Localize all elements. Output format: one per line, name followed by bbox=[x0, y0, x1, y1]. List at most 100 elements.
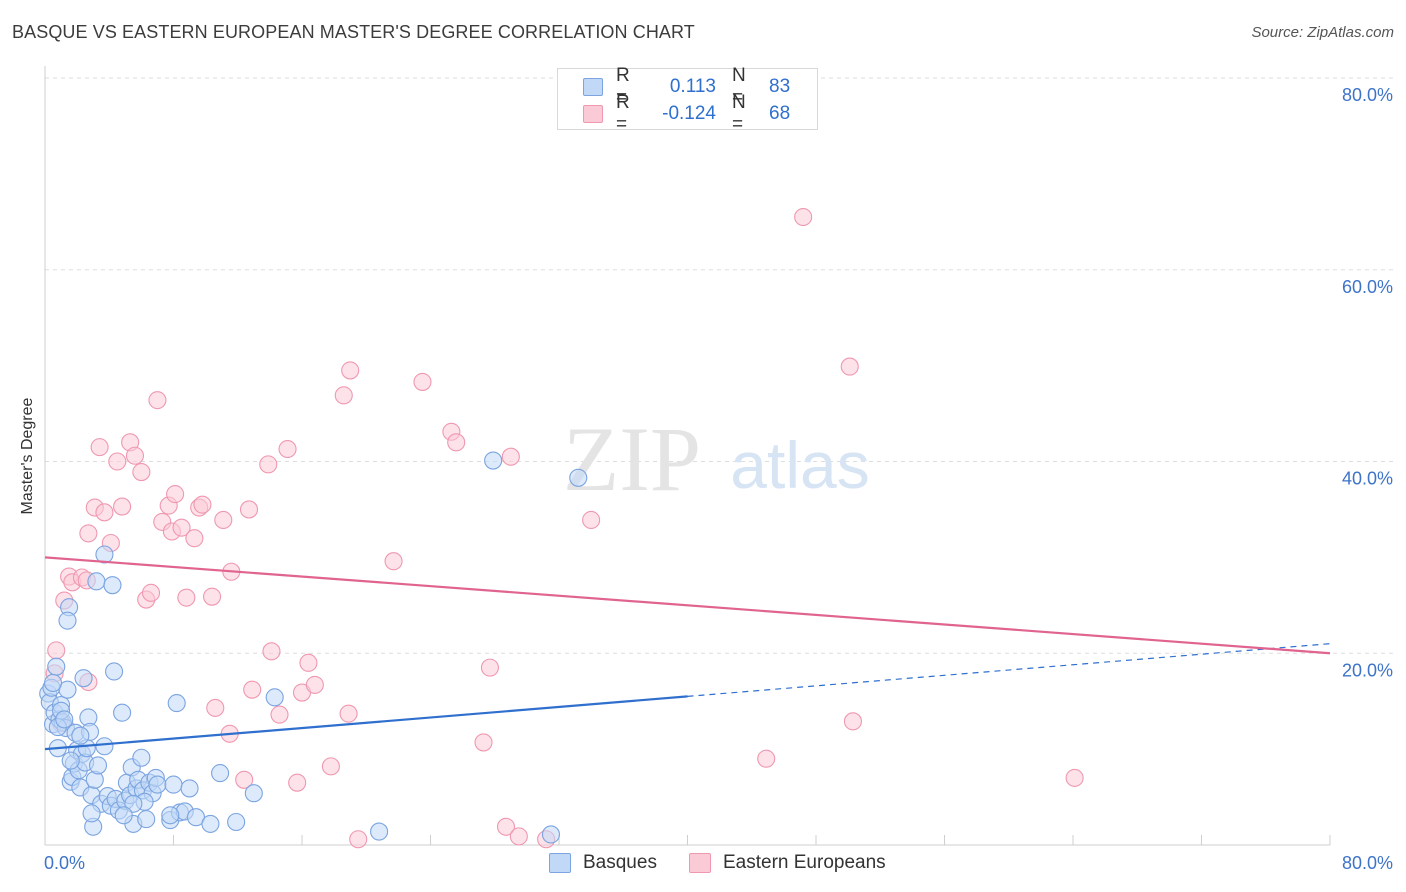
point-basque bbox=[244, 784, 263, 803]
point-eastern-european bbox=[582, 510, 601, 530]
y-tick-label: 40.0% bbox=[1342, 469, 1393, 489]
gridlines bbox=[45, 77, 1393, 654]
point-basque bbox=[167, 694, 186, 713]
point-basque bbox=[113, 703, 132, 722]
r-label: R = bbox=[616, 92, 630, 135]
watermark-atlas: atlas bbox=[730, 428, 869, 502]
point-basque bbox=[132, 748, 151, 767]
point-basque bbox=[58, 611, 77, 630]
point-eastern-european bbox=[206, 698, 225, 717]
y-tick-label: 80.0% bbox=[1342, 85, 1393, 105]
x-tick-label: 0.0% bbox=[44, 853, 85, 873]
point-eastern-european bbox=[108, 452, 127, 471]
point-eastern-european bbox=[496, 817, 516, 836]
point-eastern-european bbox=[193, 495, 212, 514]
legend-swatch-basques bbox=[549, 853, 571, 873]
trend-line-basques bbox=[44, 695, 688, 751]
point-eastern-european bbox=[132, 462, 151, 482]
point-eastern-european bbox=[185, 529, 204, 548]
point-eastern-european bbox=[203, 587, 222, 606]
n-value: 83 bbox=[769, 76, 791, 97]
point-eastern-european bbox=[166, 485, 185, 504]
series-basques bbox=[39, 451, 588, 844]
legend-label: Eastern Europeans bbox=[723, 852, 886, 873]
point-eastern-european bbox=[305, 675, 324, 694]
point-eastern-european bbox=[509, 827, 528, 846]
r-value: -0.124 bbox=[662, 103, 716, 124]
point-eastern-european bbox=[339, 704, 358, 723]
point-eastern-european bbox=[141, 583, 161, 602]
point-eastern-european bbox=[214, 510, 233, 530]
point-basque bbox=[114, 806, 133, 825]
point-basque bbox=[87, 572, 106, 591]
legend-swatch-eastern-europeans bbox=[583, 105, 603, 123]
point-eastern-european bbox=[840, 357, 859, 376]
legend-label: Basques bbox=[583, 852, 657, 873]
point-basque bbox=[88, 756, 108, 775]
point-eastern-european bbox=[235, 770, 254, 789]
point-basque bbox=[71, 726, 90, 745]
point-basque bbox=[161, 806, 180, 825]
point-eastern-european bbox=[278, 439, 297, 459]
y-tick-label: 60.0% bbox=[1342, 277, 1393, 297]
point-eastern-european bbox=[413, 372, 432, 391]
trend-line-basques-extension bbox=[687, 643, 1331, 697]
point-basque bbox=[541, 825, 561, 844]
legend-swatch-eastern-europeans bbox=[689, 853, 711, 873]
watermark-zip: ZIP bbox=[563, 408, 701, 510]
point-basque bbox=[201, 814, 220, 833]
point-eastern-european bbox=[757, 749, 776, 768]
point-eastern-european bbox=[474, 733, 493, 752]
trend-lines bbox=[44, 556, 1331, 751]
point-basque bbox=[484, 451, 503, 470]
point-eastern-european bbox=[341, 361, 360, 380]
point-basque bbox=[148, 775, 167, 794]
point-eastern-european bbox=[259, 455, 278, 474]
point-eastern-european bbox=[794, 207, 813, 227]
point-eastern-european bbox=[480, 658, 499, 677]
point-basque bbox=[137, 810, 156, 829]
point-eastern-european bbox=[349, 830, 368, 849]
point-basque bbox=[47, 657, 66, 676]
point-basque bbox=[82, 804, 101, 823]
point-eastern-european bbox=[47, 641, 66, 660]
point-basque bbox=[265, 688, 284, 707]
chart-title: BASQUE VS EASTERN EUROPEAN MASTER'S DEGR… bbox=[12, 22, 695, 42]
point-basque bbox=[55, 710, 74, 729]
correlation-legend: R = 0.113 N = 83 R = -0.124 N = 68 bbox=[557, 65, 818, 135]
point-basque bbox=[569, 468, 588, 487]
point-eastern-european bbox=[501, 447, 520, 466]
point-basque bbox=[95, 737, 114, 756]
n-label: N = bbox=[732, 65, 746, 108]
series-eastern-europeans bbox=[45, 207, 1084, 849]
point-eastern-european bbox=[239, 500, 259, 519]
point-eastern-european bbox=[843, 712, 862, 731]
point-eastern-european bbox=[90, 438, 109, 457]
point-basque bbox=[211, 764, 230, 783]
point-eastern-european bbox=[262, 642, 281, 661]
tick-labels: 20.0% 40.0% 60.0% 80.0% 0.0% 80.0% bbox=[44, 85, 1393, 873]
n-value: 68 bbox=[769, 103, 791, 124]
point-basque bbox=[74, 669, 93, 688]
point-eastern-european bbox=[113, 497, 132, 516]
source-label: Source: ZipAtlas.com bbox=[1251, 24, 1394, 41]
point-basque bbox=[43, 673, 63, 693]
point-eastern-european bbox=[243, 680, 262, 699]
point-eastern-european bbox=[447, 433, 466, 452]
point-basque bbox=[164, 775, 183, 794]
point-basque bbox=[61, 751, 80, 770]
point-eastern-european bbox=[177, 588, 196, 607]
point-basque bbox=[105, 662, 124, 681]
point-eastern-european bbox=[334, 386, 353, 405]
y-tick-label: 20.0% bbox=[1342, 660, 1393, 680]
r-value: 0.113 bbox=[669, 76, 716, 97]
point-eastern-european bbox=[1065, 768, 1084, 787]
point-eastern-european bbox=[299, 653, 318, 672]
point-basque bbox=[95, 545, 114, 564]
point-eastern-european bbox=[172, 518, 191, 537]
point-eastern-european bbox=[95, 503, 114, 522]
point-basque bbox=[370, 822, 389, 841]
point-eastern-european bbox=[288, 773, 307, 792]
point-eastern-european bbox=[270, 705, 289, 724]
